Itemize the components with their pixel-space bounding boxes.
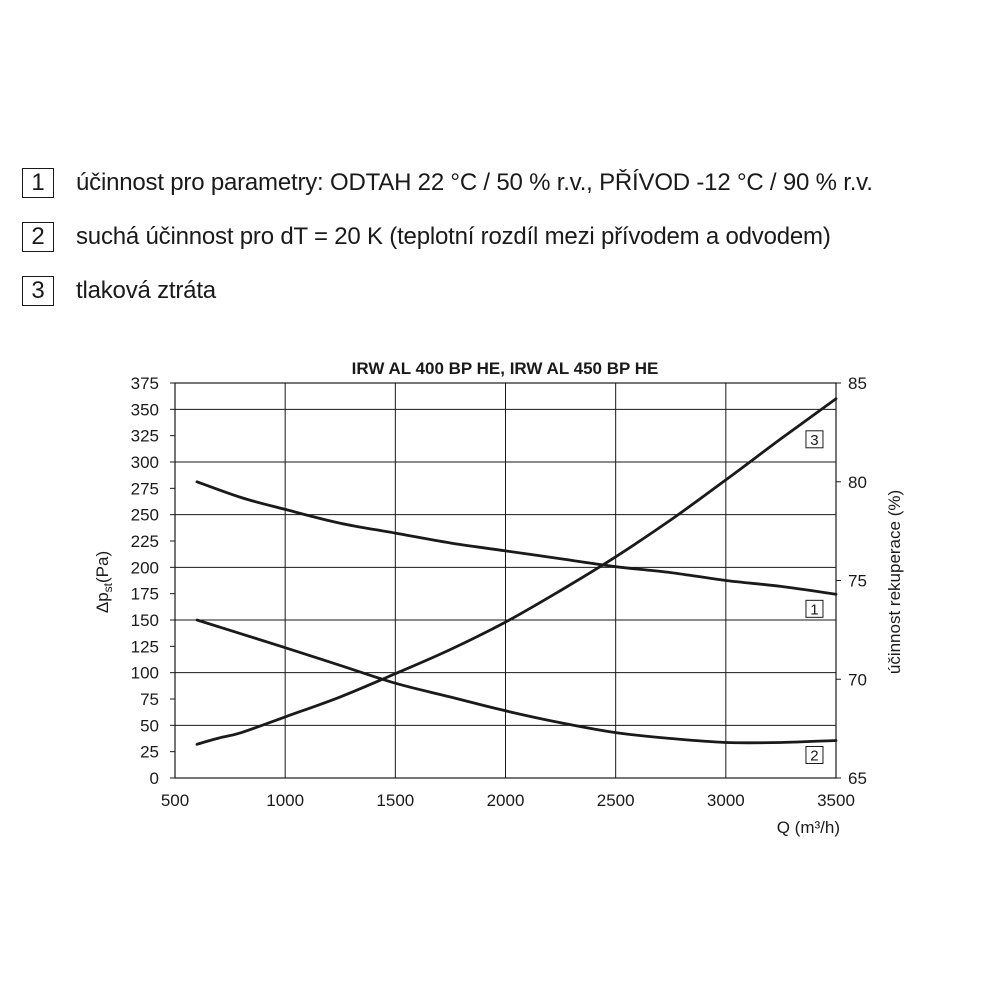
y-tick-label: 200 — [131, 558, 159, 577]
y2-tick-label: 65 — [848, 769, 867, 788]
x-tick-label: 2000 — [487, 791, 525, 810]
y2-tick-label: 75 — [848, 572, 867, 591]
y-tick-label: 275 — [131, 479, 159, 498]
y-axis-label-unit: (Pa) — [93, 551, 112, 583]
y-tick-label: 100 — [131, 664, 159, 683]
series-3-line — [195, 397, 838, 746]
legend-row-3: 3 tlaková ztráta — [22, 274, 216, 308]
y-tick-label: 125 — [131, 637, 159, 656]
series-1-tag-label: 1 — [810, 601, 818, 618]
legend-row-2: 2 suchá účinnost pro dT = 20 K (teplotní… — [22, 220, 831, 254]
legend-text: suchá účinnost pro dT = 20 K (teplotní r… — [76, 223, 831, 250]
y-tick-label: 250 — [131, 506, 159, 525]
y2-tick-label: 70 — [848, 670, 867, 689]
y-axis-label-main: Δp — [93, 592, 112, 613]
svg-text:Δpst(Pa): Δpst(Pa) — [93, 551, 115, 613]
legend-number-box: 1 — [22, 168, 54, 198]
y-tick-label: 300 — [131, 453, 159, 472]
tick-labels: 500 1000 1500 2000 2500 3000 35000255075100125… — [131, 374, 867, 810]
x-axis-label: Q (m³/h) — [777, 818, 840, 837]
x-tick-label: 3000 — [707, 791, 745, 810]
y-tick-label: 150 — [131, 611, 159, 630]
y-tick-label: 350 — [131, 400, 159, 419]
y2-tick-label: 85 — [848, 374, 867, 393]
y2-tick-label: 80 — [848, 473, 867, 492]
series-1-line — [195, 480, 838, 596]
x-tick-label: 500 — [161, 791, 189, 810]
y-axis-label-sub: st — [101, 582, 115, 592]
y-tick-label: 375 — [131, 374, 159, 393]
series-2-line — [195, 618, 838, 745]
series-1-tag-box — [805, 599, 824, 618]
x-tick-label: 3500 — [817, 791, 855, 810]
x-tick-label: 1500 — [376, 791, 414, 810]
curves — [195, 397, 838, 746]
y-tick-label: 225 — [131, 532, 159, 551]
y-tick-label: 325 — [131, 427, 159, 446]
y2-axis-label: účinnost rekuperace (%) — [885, 490, 904, 674]
y-tick-label: 0 — [150, 769, 159, 788]
series-3-tag-label: 3 — [810, 432, 818, 449]
chart-title: IRW AL 400 BP HE, IRW AL 450 BP HE — [352, 359, 659, 378]
y-tick-label: 75 — [140, 690, 159, 709]
series-3-tag-box — [805, 430, 824, 449]
series-2-tag-label: 2 — [810, 747, 818, 764]
series-2-tag-box — [805, 745, 824, 764]
performance-chart: IRW AL 400 BP HE, IRW AL 450 BP HE 500 10… — [93, 359, 904, 837]
x-tick-label: 1000 — [266, 791, 304, 810]
y-tick-label: 25 — [140, 743, 159, 762]
y-tick-label: 50 — [140, 716, 159, 735]
x-tick-label: 2500 — [597, 791, 635, 810]
legend-row-1: 1 účinnost pro parametry: ODTAH 22 °C / … — [22, 166, 873, 200]
legend-text: účinnost pro parametry: ODTAH 22 °C / 50… — [76, 169, 873, 196]
y-tick-label: 175 — [131, 585, 159, 604]
legend-number-box: 2 — [22, 222, 54, 252]
y-axis-label: Δpst(Pa) — [93, 551, 115, 613]
legend-number-box: 3 — [22, 276, 54, 306]
legend-text: tlaková ztráta — [76, 277, 216, 304]
curve-tags: 1 2 3 — [805, 430, 824, 764]
